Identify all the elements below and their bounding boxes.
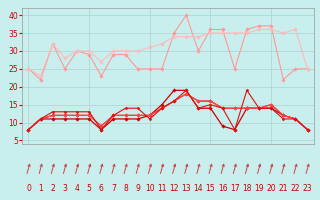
- Text: 7: 7: [111, 184, 116, 193]
- Text: 18: 18: [242, 184, 252, 193]
- Text: 17: 17: [230, 184, 240, 193]
- Text: 1: 1: [38, 184, 43, 193]
- Text: 22: 22: [291, 184, 300, 193]
- Text: 10: 10: [145, 184, 155, 193]
- Text: 16: 16: [218, 184, 228, 193]
- Text: 14: 14: [194, 184, 203, 193]
- Text: 8: 8: [123, 184, 128, 193]
- Text: 3: 3: [62, 184, 67, 193]
- Text: 11: 11: [157, 184, 167, 193]
- Text: 4: 4: [75, 184, 79, 193]
- Text: 12: 12: [169, 184, 179, 193]
- Text: 13: 13: [181, 184, 191, 193]
- Text: 0: 0: [26, 184, 31, 193]
- Text: 19: 19: [254, 184, 264, 193]
- Text: 15: 15: [206, 184, 215, 193]
- Text: 5: 5: [87, 184, 92, 193]
- Text: 20: 20: [266, 184, 276, 193]
- Text: 23: 23: [303, 184, 312, 193]
- Text: 2: 2: [50, 184, 55, 193]
- Text: 9: 9: [135, 184, 140, 193]
- Text: 21: 21: [278, 184, 288, 193]
- Text: 6: 6: [99, 184, 104, 193]
